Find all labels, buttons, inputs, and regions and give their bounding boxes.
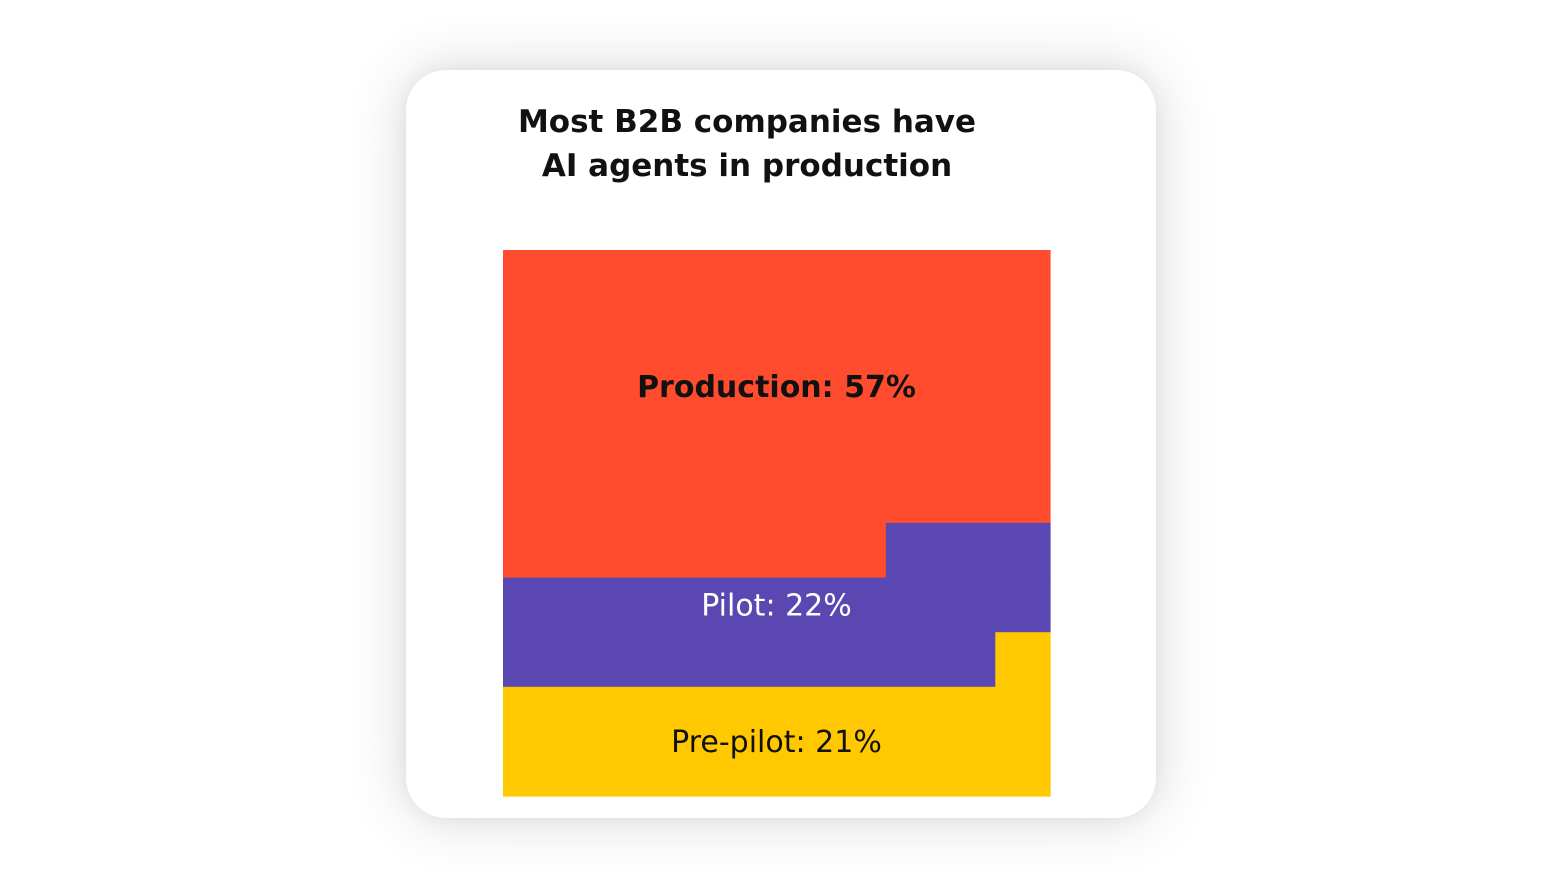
- segment-area: [503, 359, 1051, 415]
- segment-area: [503, 632, 996, 688]
- segment-area: [995, 632, 1051, 688]
- segment-pre-pilot: [503, 632, 1051, 797]
- segment-production: [503, 250, 1051, 579]
- chart-title-line-1: Most B2B companies have: [517, 104, 977, 140]
- segment-area: [503, 250, 1051, 306]
- segment-label: Pre-pilot: 21%: [671, 725, 882, 760]
- chart-card: Most B2B companies have AI agents in pro…: [406, 70, 1156, 818]
- segment-label: Pilot: 22%: [701, 588, 852, 623]
- chart-title: Most B2B companies have AI agents in pro…: [406, 100, 1088, 188]
- segment-area: [885, 523, 1051, 579]
- segment-area: [503, 577, 1051, 633]
- segment-area: [503, 413, 1051, 469]
- segment-area: [503, 741, 1051, 797]
- segment-label: Production: 57%: [637, 370, 916, 405]
- segment-area: [503, 468, 1051, 524]
- segment-pilot: [503, 523, 1051, 688]
- segment-area: [503, 686, 1051, 742]
- waffle-area-chart: Production: 57% Pilot: 22% Pre-pilot: 21%: [503, 250, 1051, 797]
- segment-area: [503, 304, 1051, 360]
- segment-area: [503, 523, 887, 579]
- chart-title-line-2: AI agents in production: [541, 148, 953, 184]
